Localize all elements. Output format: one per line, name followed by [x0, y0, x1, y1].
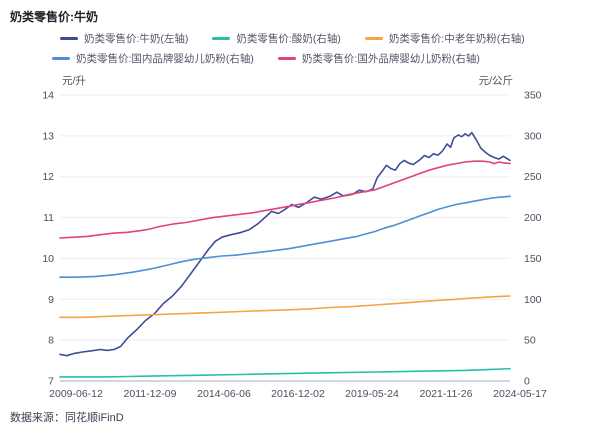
right-axis-tick: 50: [524, 335, 536, 347]
right-axis-tick: 150: [524, 253, 542, 265]
legend-item-4[interactable]: 奶类零售价:国外品牌婴幼儿奶粉(右轴): [277, 51, 480, 66]
left-axis-tick: 12: [42, 171, 54, 183]
legend-label: 奶类零售价:牛奶(左轴): [84, 33, 189, 45]
left-axis-tick: 14: [42, 90, 54, 102]
series-line-1: [59, 367, 511, 378]
right-axis-unit: 元/公斤: [479, 75, 513, 87]
legend-marker-icon: [52, 57, 70, 60]
right-axis-tick: 0: [524, 376, 530, 388]
left-axis-tick: 9: [48, 294, 54, 306]
x-axis-tick: 2009-06-12: [49, 388, 103, 400]
series-line-2: [59, 295, 511, 319]
x-axis-tick: 2014-06-06: [197, 388, 251, 400]
x-axis-tick: 2021-11-26: [420, 388, 473, 400]
x-axis-tick: 2016-12-02: [271, 388, 325, 400]
series-line-3: [59, 195, 511, 279]
right-axis-tick: 100: [524, 294, 542, 306]
legend-item-2[interactable]: 奶类零售价:中老年奶粉(右轴): [364, 31, 525, 46]
legend-label: 奶类零售价:国内品牌婴幼儿奶粉(右轴): [76, 53, 254, 65]
data-source-label: 数据来源：同花顺iFinD: [10, 412, 124, 424]
right-axis-tick: 300: [524, 130, 542, 142]
right-axis-tick: 200: [524, 212, 542, 224]
x-axis-tick: 2019-05-24: [345, 388, 399, 400]
legend-marker-icon: [60, 37, 78, 40]
right-axis-tick: 350: [524, 90, 542, 102]
left-axis-unit: 元/升: [62, 75, 86, 87]
legend-marker-icon: [212, 37, 231, 40]
legend-item-1[interactable]: 奶类零售价:酸奶(右轴): [212, 31, 341, 46]
left-axis-tick: 8: [48, 335, 54, 347]
legend-marker-icon: [277, 57, 296, 60]
left-axis-tick: 10: [42, 253, 54, 265]
legend-label: 奶类零售价:中老年奶粉(右轴): [388, 33, 525, 45]
x-axis-tick: 2024-05-17: [493, 388, 547, 400]
series-line-4: [59, 160, 511, 239]
legend-label: 奶类零售价:酸奶(右轴): [236, 33, 341, 45]
right-axis-tick: 250: [524, 171, 542, 183]
x-axis-tick: 2011-12-09: [124, 388, 177, 400]
legend-row-1: 奶类零售价:牛奶(左轴) 奶类零售价:酸奶(右轴) 奶类零售价:中老年奶粉(右轴): [60, 31, 525, 46]
left-axis-tick: 13: [42, 130, 54, 142]
legend-item-0[interactable]: 奶类零售价:牛奶(左轴): [60, 31, 188, 46]
left-axis-tick: 7: [48, 376, 54, 388]
legend-label: 奶类零售价:国外品牌婴幼儿奶粉(右轴): [301, 53, 480, 65]
legend-row-2: 奶类零售价:国内品牌婴幼儿奶粉(右轴) 奶类零售价:国外品牌婴幼儿奶粉(右轴): [52, 51, 480, 66]
chart-title: 奶类零售价:牛奶: [10, 10, 98, 24]
legend-item-3[interactable]: 奶类零售价:国内品牌婴幼儿奶粉(右轴): [52, 51, 254, 66]
left-axis-tick: 11: [43, 212, 54, 224]
legend-marker-icon: [364, 37, 383, 40]
